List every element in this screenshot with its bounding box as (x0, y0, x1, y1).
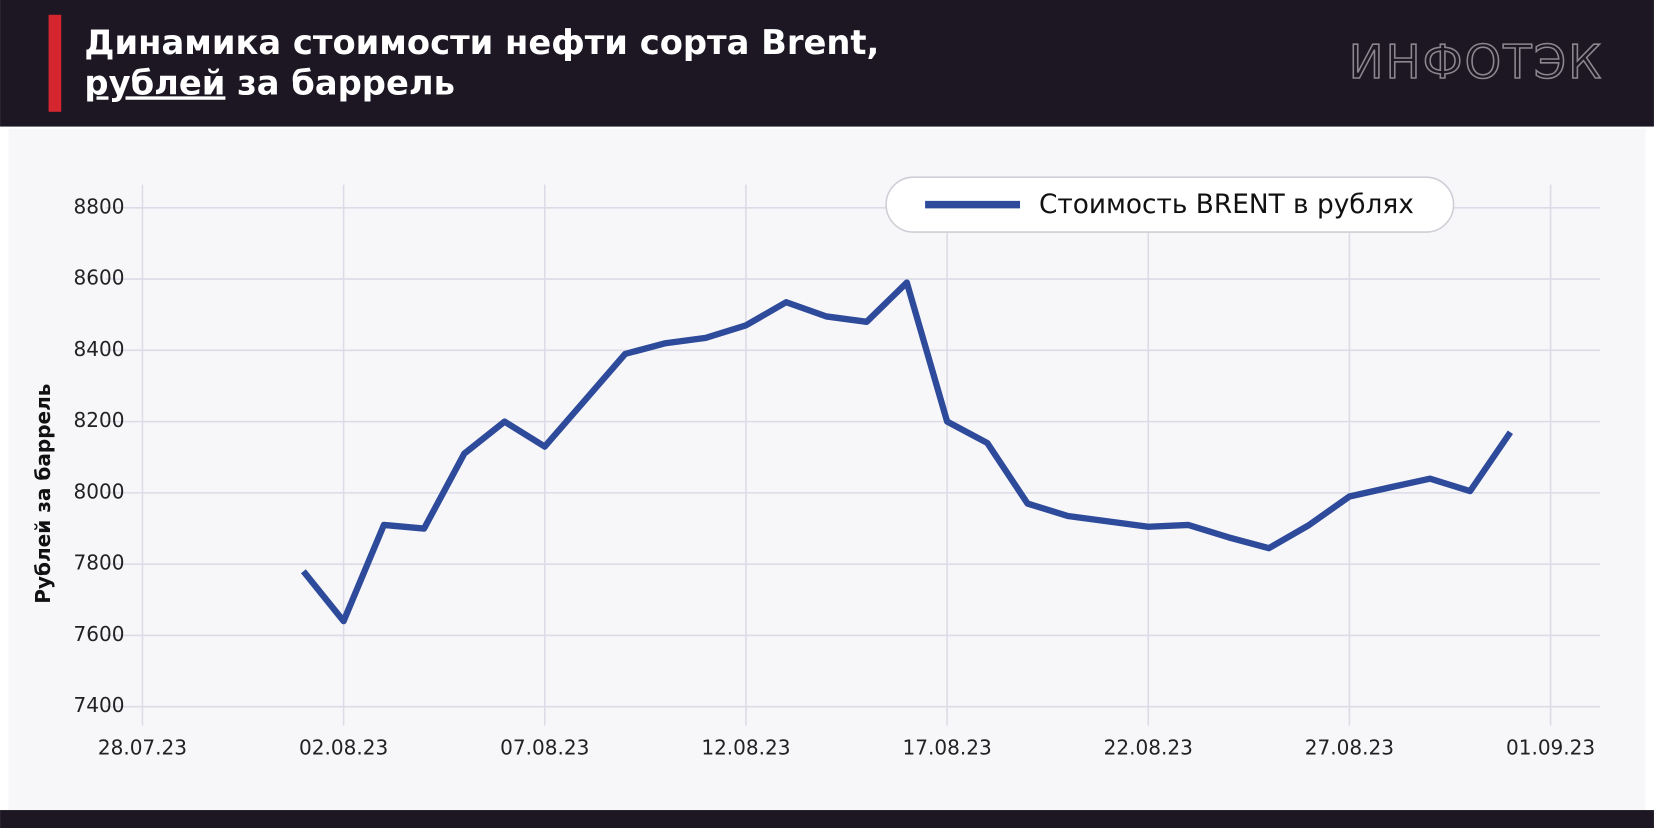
y-tick-label: 8000 (74, 479, 125, 503)
x-tick-label: 02.08.23 (299, 735, 388, 759)
x-tick-label: 22.08.23 (1104, 735, 1193, 759)
title-rest: за баррель (225, 63, 455, 102)
y-tick-label: 8200 (74, 408, 125, 432)
y-tick-label: 8400 (74, 337, 125, 361)
plot-background (8, 128, 1646, 811)
x-tick-label: 28.07.23 (98, 735, 187, 759)
y-tick-label: 8600 (74, 266, 125, 290)
x-tick-label: 12.08.23 (701, 735, 790, 759)
x-tick-label: 27.08.23 (1305, 735, 1394, 759)
footer (0, 810, 1654, 828)
y-tick-label: 7600 (74, 622, 125, 646)
y-tick-label: 7400 (74, 693, 125, 717)
x-tick-label: 07.08.23 (500, 735, 589, 759)
y-tick-label: 7800 (74, 551, 125, 575)
x-tick-label: 01.09.23 (1506, 735, 1595, 759)
header (0, 0, 1654, 127)
logo: ИНФОТЭК (1349, 35, 1604, 89)
y-axis-label: Рублей за баррель (31, 384, 55, 604)
data-line (300, 279, 1514, 625)
x-tick-label: 17.08.23 (902, 735, 991, 759)
legend-label: Стоимость BRENT в рублях (1039, 190, 1414, 220)
title: рублей за баррель (84, 63, 454, 102)
y-tick-label: 8800 (74, 194, 125, 218)
title: Динамика стоимости нефти сорта Brent, (84, 23, 879, 62)
legend-box (885, 176, 1455, 233)
accent-bar (48, 14, 62, 112)
title-underlined: рублей (84, 63, 225, 102)
